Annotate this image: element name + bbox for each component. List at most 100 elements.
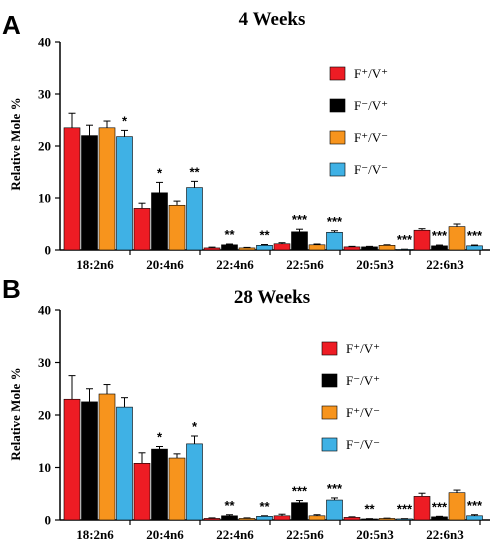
significance-label: * — [192, 419, 198, 434]
legend-label: F⁺/V⁺ — [346, 341, 380, 356]
legend-swatch — [329, 130, 346, 145]
x-tick-label: 20:4n6 — [146, 527, 184, 541]
legend-swatch — [329, 98, 346, 113]
legend-label: F⁺/V⁻ — [346, 405, 380, 420]
significance-label: ** — [224, 227, 235, 242]
bar — [326, 499, 343, 521]
panel-4-weeks: A 4 Weeks Relative Mole % 0 10 20 30 40 18:2n… — [2, 9, 490, 272]
significance-label: *** — [432, 499, 448, 514]
bar — [256, 245, 273, 251]
significance-label: * — [122, 113, 128, 128]
legend-label: F⁻/V⁻ — [354, 162, 388, 177]
panel-letter: B — [2, 274, 21, 304]
bar — [256, 516, 273, 521]
bar — [63, 127, 81, 251]
y-tick-label: 10 — [38, 460, 51, 475]
y-tick-label: 10 — [38, 191, 51, 206]
chart-title: 28 Weeks — [234, 287, 310, 308]
legend-label: F⁻/V⁺ — [354, 98, 388, 113]
x-tick-label: 22:5n6 — [286, 257, 324, 272]
legend-label: F⁺/V⁻ — [354, 130, 388, 145]
y-tick-label: 0 — [45, 243, 52, 258]
bar — [413, 229, 431, 251]
bar — [431, 516, 448, 521]
legend-label: F⁻/V⁺ — [346, 373, 380, 388]
x-tick-label: 18:2n6 — [76, 257, 114, 272]
significance-label: *** — [432, 228, 448, 243]
y-tick-label: 0 — [45, 513, 52, 528]
bar — [221, 515, 238, 521]
bar — [308, 515, 326, 521]
x-tick-label: 20:4n6 — [146, 257, 184, 272]
panel-28-weeks: B 28 Weeks Relative Mole % 0 10 20 30 40 18:2… — [2, 274, 490, 541]
x-tick-label: 20:5n3 — [356, 257, 394, 272]
x-tick-label: 18:2n6 — [76, 527, 114, 541]
y-axis-label: Relative Mole % — [8, 367, 23, 460]
significance-label: *** — [467, 498, 483, 513]
bar — [186, 443, 203, 521]
x-tick-label: 22:4n6 — [216, 257, 254, 272]
significance-label: ** — [189, 164, 200, 179]
bar — [466, 515, 483, 521]
bar — [308, 244, 326, 251]
x-tick-label: 22:5n6 — [286, 527, 324, 541]
significance-label: * — [157, 165, 163, 180]
y-tick-label: 20 — [38, 408, 51, 423]
y-tick-label: 20 — [38, 139, 51, 154]
bar — [81, 135, 98, 251]
x-tick-label: 22:6n3 — [426, 257, 464, 272]
x-tick-label: 22:4n6 — [216, 527, 254, 541]
bar — [378, 245, 396, 251]
significance-label: *** — [327, 214, 343, 229]
significance-label: *** — [327, 481, 343, 496]
legend-swatch — [329, 162, 346, 177]
bar — [343, 246, 361, 251]
bar — [186, 187, 203, 251]
bar — [221, 244, 238, 251]
legend-label: F⁻/V⁻ — [346, 437, 380, 452]
bar — [343, 517, 361, 521]
bar — [168, 204, 186, 251]
legend-swatch — [321, 437, 338, 452]
bar — [291, 231, 308, 251]
significance-label: ** — [364, 502, 375, 517]
bar — [98, 393, 116, 521]
significance-label: * — [157, 430, 163, 445]
panel-letter: A — [2, 10, 21, 40]
bar — [326, 232, 343, 251]
bar — [431, 245, 448, 251]
x-tick-label: 22:6n3 — [426, 527, 464, 541]
significance-label: *** — [397, 502, 413, 517]
bar — [448, 226, 466, 251]
bar — [291, 502, 308, 521]
legend-swatch — [321, 341, 338, 356]
significance-label: *** — [397, 232, 413, 247]
bar — [98, 127, 116, 251]
bar — [466, 245, 483, 251]
bar — [151, 448, 168, 521]
bar — [361, 246, 378, 251]
bar — [116, 406, 133, 521]
bar — [203, 518, 221, 521]
bar — [168, 457, 186, 521]
y-tick-label: 30 — [38, 87, 51, 102]
bar — [133, 462, 151, 521]
significance-label: *** — [292, 484, 308, 499]
bar — [203, 247, 221, 251]
bar — [151, 192, 168, 251]
bar — [413, 496, 431, 521]
significance-label: ** — [259, 228, 270, 243]
legend-swatch — [329, 66, 346, 81]
legend-swatch — [321, 373, 338, 388]
significance-label: *** — [467, 228, 483, 243]
bar — [116, 136, 133, 251]
legend-swatch — [321, 405, 338, 420]
y-tick-label: 30 — [38, 355, 51, 370]
significance-label: ** — [259, 499, 270, 514]
bar — [133, 208, 151, 251]
bar — [273, 515, 291, 521]
bar — [81, 401, 98, 521]
bar — [273, 243, 291, 251]
bar — [238, 518, 256, 521]
